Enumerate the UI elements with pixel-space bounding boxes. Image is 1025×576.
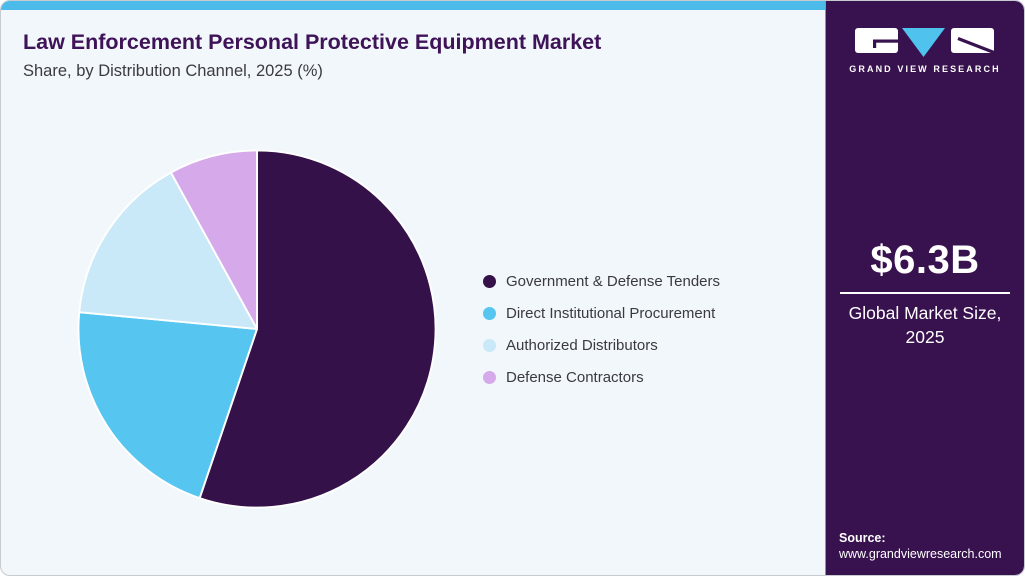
- gvr-logo-icon: [855, 28, 995, 57]
- top-accent-bar: [1, 1, 827, 10]
- legend-item: Defense Contractors: [483, 361, 720, 393]
- legend-item: Authorized Distributors: [483, 329, 720, 361]
- legend-swatch: [483, 306, 496, 320]
- chart-header: Law Enforcement Personal Protective Equi…: [23, 30, 803, 81]
- page-subtitle: Share, by Distribution Channel, 2025 (%): [23, 61, 323, 80]
- logo-v-triangle: [902, 28, 945, 57]
- legend-label: Direct Institutional Procurement: [506, 304, 716, 322]
- legend-item: Direct Institutional Procurement: [483, 297, 720, 329]
- page-title: Law Enforcement Personal Protective Equi…: [23, 30, 602, 54]
- pie-slice-1: [77, 311, 258, 500]
- pie-slice-3: [170, 149, 258, 330]
- pie-chart-container: [65, 137, 449, 521]
- source-block: Source: www.grandviewresearch.com: [839, 531, 1018, 561]
- legend-swatch: [483, 338, 496, 352]
- legend-item: Government & Defense Tenders: [483, 265, 720, 297]
- brand-sidebar: GRAND VIEW RESEARCH $6.3B Global Market …: [825, 1, 1024, 575]
- legend-label: Government & Defense Tenders: [506, 272, 721, 290]
- pie-slice-0: [198, 149, 437, 509]
- pie-slice-2: [78, 171, 258, 330]
- legend-swatch: [483, 370, 496, 384]
- legend-label: Defense Contractors: [506, 368, 644, 386]
- chart-legend: Government & Defense Tenders Direct Insti…: [483, 265, 720, 393]
- gvr-logo: GRAND VIEW RESEARCH: [826, 28, 1024, 74]
- pie-chart: [77, 149, 437, 509]
- stat-divider: [840, 292, 1010, 294]
- source-url-link[interactable]: www.grandviewresearch.com: [839, 547, 1002, 561]
- market-size-value: $6.3B: [870, 238, 980, 282]
- market-size-stat: $6.3B Global Market Size, 2025: [826, 238, 1024, 349]
- logo-wordmark: GRAND VIEW RESEARCH: [849, 64, 1001, 74]
- legend-swatch: [483, 274, 496, 288]
- source-label: Source:: [839, 531, 886, 545]
- market-size-label: Global Market Size, 2025: [848, 303, 1002, 347]
- legend-label: Authorized Distributors: [506, 336, 658, 354]
